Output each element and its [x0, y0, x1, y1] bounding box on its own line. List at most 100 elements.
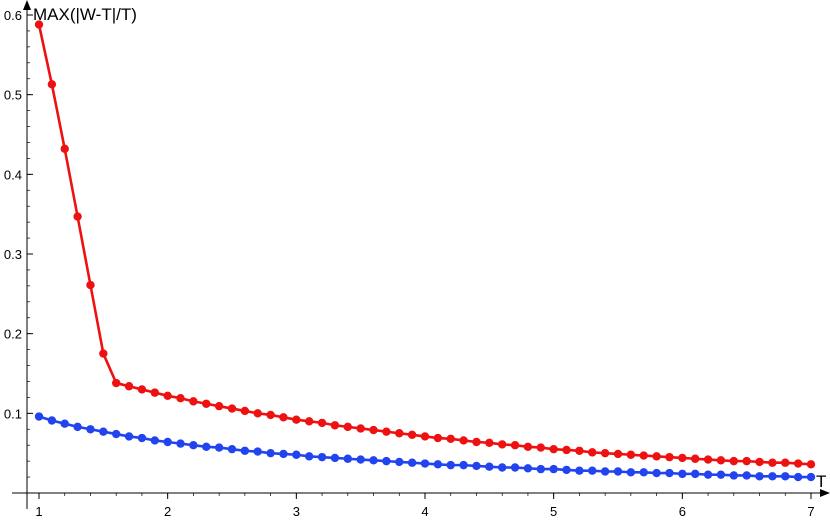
data-point — [343, 454, 352, 463]
data-point — [549, 464, 558, 474]
data-point — [292, 415, 301, 424]
data-point — [703, 470, 713, 479]
data-point — [498, 463, 507, 472]
data-point — [369, 425, 378, 435]
y-axis-arrow-icon — [23, 0, 31, 10]
data-point — [279, 449, 288, 459]
data-point — [575, 446, 584, 455]
x-tick-label: 6 — [679, 504, 686, 519]
data-point — [588, 448, 597, 457]
data-point — [86, 425, 95, 434]
data-point — [395, 429, 404, 438]
data-point — [793, 472, 803, 482]
x-tick-label: 3 — [293, 504, 300, 519]
x-tick-label: 1 — [35, 504, 42, 519]
x-tick-label: 2 — [164, 504, 171, 519]
data-point — [99, 427, 108, 436]
data-point — [317, 452, 327, 462]
data-point — [562, 465, 571, 475]
data-point — [665, 468, 674, 478]
data-point — [214, 443, 224, 452]
data-point — [420, 432, 430, 441]
data-point — [420, 459, 430, 468]
x-axis-label: T — [816, 472, 826, 491]
data-point — [124, 382, 134, 391]
x-tick-label: 7 — [807, 504, 814, 519]
data-point — [755, 457, 764, 467]
data-point — [227, 444, 237, 454]
y-axis-label: MAX(|W-T|/T) — [33, 5, 137, 24]
data-point — [459, 460, 468, 470]
data-point — [407, 430, 417, 440]
data-point — [781, 472, 790, 481]
data-point — [112, 378, 121, 388]
data-point — [356, 424, 365, 433]
y-tick-label: 0.4 — [4, 167, 22, 182]
data-point — [768, 472, 777, 481]
data-point — [292, 450, 301, 459]
data-point — [253, 447, 262, 456]
data-point — [60, 144, 69, 154]
y-tick-label: 0.1 — [4, 406, 22, 421]
data-point — [665, 452, 674, 462]
data-point — [266, 410, 275, 420]
data-point — [407, 458, 417, 467]
data-point — [652, 452, 661, 461]
data-point — [639, 451, 648, 460]
data-point — [691, 454, 700, 463]
data-point — [240, 446, 250, 455]
data-point — [73, 422, 82, 432]
data-point — [330, 421, 340, 430]
data-point — [279, 413, 288, 422]
data-point — [47, 80, 57, 89]
series-1 — [34, 412, 816, 482]
data-point — [305, 417, 314, 426]
data-point — [60, 419, 69, 428]
data-point — [227, 404, 237, 413]
y-tick-label: 0.5 — [4, 88, 22, 103]
data-point — [73, 212, 82, 221]
data-point — [600, 448, 610, 458]
data-point — [678, 469, 687, 479]
data-point — [716, 456, 726, 465]
y-tick-label: 0.3 — [4, 247, 22, 262]
data-point — [498, 440, 507, 449]
data-point — [163, 437, 172, 447]
data-point — [369, 456, 378, 465]
x-ticks: 1 2 3 4 5 6 7 — [35, 493, 815, 519]
data-point — [433, 460, 443, 469]
data-point — [47, 416, 57, 425]
data-point — [202, 399, 211, 408]
y-ticks: 0.1 0.2 0.3 0.4 0.5 0.6 — [4, 8, 33, 478]
data-point — [523, 442, 533, 451]
data-point — [459, 436, 468, 445]
data-point — [768, 458, 777, 467]
data-point — [137, 433, 147, 443]
y-tick-label: 0.6 — [4, 8, 22, 23]
data-point — [112, 429, 121, 439]
x-tick-label: 5 — [550, 504, 557, 519]
data-point — [176, 439, 185, 448]
x-axis-arrow-icon — [820, 489, 830, 497]
data-point — [34, 20, 44, 29]
data-point — [202, 442, 211, 451]
data-point — [382, 427, 391, 436]
data-point — [34, 412, 44, 421]
data-point — [99, 349, 108, 358]
data-point — [742, 456, 751, 466]
data-point — [214, 401, 224, 411]
data-point — [652, 468, 661, 478]
data-point — [626, 468, 636, 477]
x-tick-label: 4 — [421, 504, 428, 519]
data-point — [86, 280, 95, 290]
data-point — [433, 433, 443, 443]
data-point — [472, 437, 481, 447]
data-point — [395, 457, 404, 467]
series-layer — [34, 20, 816, 482]
data-point — [626, 450, 636, 459]
data-point — [189, 441, 198, 450]
data-point — [536, 464, 545, 474]
data-point — [562, 445, 571, 455]
